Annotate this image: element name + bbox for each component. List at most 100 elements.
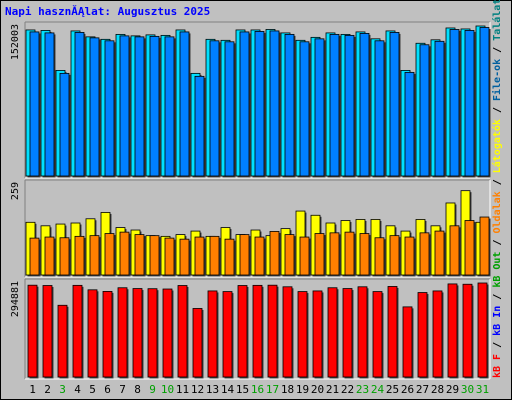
bar-kb-f-day-17	[267, 284, 278, 378]
x-axis-labels: 1 2 3 4 5 6 7 8 9 10 11 12 13 14 15 16 17 18 19 20 21 22 23 24 2…	[29, 383, 489, 396]
bar-oldalak-day-24	[374, 237, 385, 276]
bar-oldalak-day-12	[194, 236, 205, 276]
bar-f-jlok-day-14	[224, 41, 235, 177]
bar-f-jlok-day-25	[389, 32, 400, 177]
bar-f-jlok-day-15	[239, 31, 250, 177]
bar-f-jlok-day-22	[344, 34, 355, 177]
bar-oldalak-day-21	[329, 232, 340, 276]
bar-f-jlok-day-10	[164, 36, 175, 177]
x-tick-label-day-13: 13	[206, 383, 219, 396]
bar-kb-f-day-31	[477, 282, 488, 378]
panel-max-label: 259	[10, 182, 21, 200]
bar-f-jlok-day-4	[74, 32, 85, 177]
bar-kb-f-day-5	[87, 289, 98, 378]
panel-pages-visitors: 259	[10, 179, 491, 278]
bar-oldalak-day-7	[119, 231, 130, 276]
bar-kb-f-day-11	[177, 285, 188, 378]
bar-f-jlok-day-27	[419, 44, 430, 177]
x-tick-label-day-17: 17	[266, 383, 279, 396]
x-tick-label-day-29: 29	[446, 383, 459, 396]
bar-f-jlok-day-30	[464, 30, 475, 177]
bar-f-jlok-day-17	[269, 30, 280, 177]
x-tick-label-day-1: 1	[29, 383, 36, 396]
legend-separator: /	[492, 101, 503, 119]
bar-f-jlok-day-24	[374, 40, 385, 177]
bar-oldalak-day-16	[254, 236, 265, 276]
bar-f-jlok-day-1	[29, 31, 40, 177]
x-tick-label-day-15: 15	[236, 383, 249, 396]
bar-kb-f-day-22	[342, 288, 353, 378]
chart-title: Napi hasznĂĄlat: Augusztus 2025	[5, 5, 210, 18]
x-tick-label-day-19: 19	[296, 383, 309, 396]
bar-kb-f-day-10	[162, 288, 173, 378]
bar-oldalak-day-3	[59, 237, 70, 276]
legend-item-file-ok: File-ok	[491, 59, 503, 101]
bar-kb-f-day-6	[102, 291, 113, 378]
x-tick-label-day-11: 11	[176, 383, 189, 396]
bar-kb-f-day-9	[147, 288, 158, 378]
legend-separator: /	[492, 173, 503, 191]
x-tick-label-day-7: 7	[119, 383, 126, 396]
bar-oldalak-day-17	[269, 231, 280, 276]
bar-f-jlok-day-31	[479, 27, 490, 177]
panel-max-label: 294881	[10, 281, 21, 317]
bar-kb-f-day-14	[222, 291, 233, 378]
bar-kb-f-day-21	[327, 287, 338, 378]
bar-kb-f-day-3	[57, 304, 68, 378]
bar-oldalak-day-26	[404, 236, 415, 276]
bar-oldalak-day-19	[299, 236, 310, 276]
bar-f-jlok-day-13	[209, 40, 220, 177]
bar-oldalak-day-15	[239, 234, 250, 276]
bar-kb-f-day-7	[117, 287, 128, 378]
x-tick-label-day-25: 25	[386, 383, 399, 396]
bar-f-jlok-day-2	[44, 32, 55, 177]
bar-f-jlok-day-26	[404, 71, 415, 177]
x-tick-label-day-12: 12	[191, 383, 204, 396]
bar-f-jlok-day-3	[59, 72, 70, 177]
bar-f-jlok-day-21	[329, 33, 340, 177]
x-tick-label-day-27: 27	[416, 383, 429, 396]
bar-oldalak-day-13	[209, 235, 220, 276]
bar-kb-f-day-13	[207, 290, 218, 378]
bar-kb-f-day-25	[387, 286, 398, 378]
bar-f-jlok-day-11	[179, 31, 190, 177]
x-tick-label-day-30: 30	[461, 383, 474, 396]
bar-f-jlok-day-23	[359, 33, 370, 177]
bar-oldalak-day-31	[479, 216, 490, 276]
panel-hits-files: 152003	[10, 21, 491, 179]
bar-f-jlok-day-19	[299, 41, 310, 177]
x-tick-label-day-18: 18	[281, 383, 294, 396]
bar-f-jlok-day-20	[314, 38, 325, 177]
bar-kb-f-day-26	[402, 306, 413, 378]
bar-kb-f-day-16	[252, 284, 263, 378]
x-tick-label-day-21: 21	[326, 383, 339, 396]
legend: kB F / kB In / kB Out / Oldalak / Látoga…	[491, 0, 503, 378]
x-tick-label-day-16: 16	[251, 383, 264, 396]
bar-kb-f-day-1	[27, 284, 38, 378]
panel-kbytes: 294881	[10, 278, 491, 380]
bar-oldalak-day-27	[419, 232, 430, 276]
x-tick-label-day-2: 2	[44, 383, 51, 396]
legend-item-kb-in: kB In	[492, 306, 503, 336]
x-tick-label-day-26: 26	[401, 383, 414, 396]
x-tick-label-day-22: 22	[341, 383, 354, 396]
bar-f-jlok-day-18	[284, 33, 295, 177]
legend-separator: /	[492, 233, 503, 251]
bar-oldalak-day-14	[224, 238, 235, 276]
legend-separator: /	[492, 288, 503, 306]
bar-kb-f-day-15	[237, 285, 248, 378]
bar-oldalak-day-20	[314, 233, 325, 276]
bar-oldalak-day-30	[464, 220, 475, 276]
bar-kb-f-day-12	[192, 308, 203, 378]
bar-kb-f-day-23	[357, 286, 368, 378]
bar-oldalak-day-8	[134, 234, 145, 276]
chart-panels: 152003 259 294881	[10, 21, 491, 380]
bar-kb-f-day-28	[432, 290, 443, 378]
bar-f-jlok-day-7	[119, 35, 130, 177]
x-tick-label-day-20: 20	[311, 383, 324, 396]
bar-oldalak-day-6	[104, 233, 115, 276]
legend-separator: /	[492, 336, 503, 354]
bar-kb-f-day-2	[42, 285, 53, 378]
x-tick-label-day-23: 23	[356, 383, 369, 396]
x-tick-label-day-10: 10	[161, 383, 174, 396]
